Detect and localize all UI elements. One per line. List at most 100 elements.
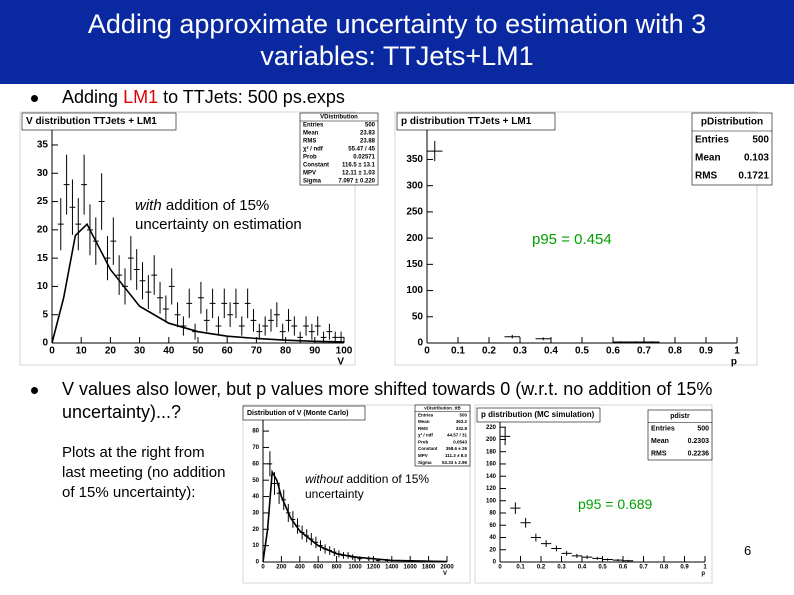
x-tick-label: 20: [105, 346, 117, 357]
stats-value: 500: [459, 412, 467, 417]
x-tick-label: 100: [336, 346, 353, 357]
error-bar-point: [203, 309, 210, 332]
y-tick-label: 120: [486, 486, 497, 492]
error-bar-point: [571, 553, 582, 558]
x-tick-label: 1: [703, 564, 707, 570]
stats-label: Entries: [418, 412, 434, 417]
stats-value: 0.2303: [688, 438, 710, 445]
x-tick-label: 0.5: [575, 346, 589, 357]
x-tick-label: 0.3: [513, 346, 527, 357]
x-tick-label: 0.1: [451, 346, 465, 357]
stats-label: Prob: [303, 155, 317, 161]
y-tick-label: 0: [493, 560, 497, 566]
error-bar-point: [162, 295, 169, 323]
error-bar-point: [63, 154, 70, 215]
error-bar-point: [168, 268, 175, 305]
stats-label: Mean: [651, 438, 669, 445]
plot-title-box: [21, 112, 177, 131]
x-tick-label: 200: [276, 564, 287, 570]
error-bar-point: [500, 427, 511, 446]
side-note: Plots at the right from last meeting (no…: [62, 444, 226, 501]
error-bar-point: [314, 316, 321, 336]
x-axis-label: V: [443, 571, 447, 577]
error-bar-point: [427, 141, 443, 162]
error-bar-point: [267, 451, 273, 477]
x-tick-label: 1800: [422, 564, 436, 570]
x-tick-label: 0.8: [668, 346, 682, 357]
plot-frame: [394, 111, 758, 366]
y-tick-label: 35: [37, 140, 49, 151]
x-tick-label: 800: [332, 564, 343, 570]
plot-title: V distribution TTJets + LM1: [26, 116, 157, 127]
annotation-text: without: [305, 472, 344, 486]
y-tick-label: 350: [406, 154, 423, 165]
x-tick-label: 0.9: [699, 346, 713, 357]
x-tick-label: 0.7: [639, 564, 648, 570]
error-bar-point: [238, 316, 245, 336]
stats-value: 23.88: [360, 139, 376, 145]
stats-value: 500: [697, 426, 709, 433]
stats-value: 55.47 / 45: [348, 147, 375, 153]
x-tick-label: 0.3: [557, 564, 566, 570]
stats-label: Prob: [418, 439, 429, 444]
fit-curve: [262, 469, 448, 563]
error-bar-point: [116, 255, 123, 295]
x-tick-label: 0.7: [637, 346, 651, 357]
y-tick-label: 160: [486, 462, 497, 468]
x-tick-label: 1600: [404, 564, 418, 570]
bullet-dot: [31, 95, 38, 102]
error-bar-point: [592, 556, 603, 560]
page-number: 6: [744, 543, 752, 558]
highlight: LM1: [123, 87, 159, 107]
stats-label: χ² / ndf: [418, 433, 433, 438]
x-tick-label: 0: [498, 564, 502, 570]
plot: 0 0.1 0.2 0.3 0.4 0.5 0.6 0.7 0.8 0.9 1 0 50 100 150 20…: [394, 111, 773, 368]
y-tick-label: 50: [252, 478, 259, 484]
error-bar-point: [151, 255, 158, 295]
plot-title: p distribution TTJets + LM1: [401, 116, 532, 127]
error-bar-point: [81, 154, 88, 215]
error-bar-point: [326, 323, 333, 340]
x-tick-label: 1200: [367, 564, 381, 570]
error-bar-point: [69, 179, 76, 235]
error-bar-point: [303, 316, 309, 336]
stats-title: pdistr: [670, 413, 690, 420]
y-tick-label: 80: [489, 511, 496, 517]
error-bar-point: [285, 309, 292, 332]
stats-label: RMS: [303, 139, 316, 145]
stats-value: 332.8: [456, 426, 468, 431]
stats-label: Entries: [651, 426, 675, 433]
error-bar-point: [535, 337, 551, 341]
plot-annotation: with addition of 15% uncertainty on esti…: [135, 196, 345, 234]
annotation-text: addition of 15% uncertainty on estimatio…: [135, 197, 302, 233]
stats-box: [414, 404, 471, 467]
error-bar-point: [308, 323, 315, 340]
stats-title: vDistribution_ttB: [424, 406, 461, 411]
error-bar-point: [221, 288, 228, 319]
error-bar-point: [504, 334, 520, 339]
y-tick-label: 60: [489, 523, 496, 529]
stats-label: Mean: [418, 419, 430, 424]
error-bar-point: [227, 302, 234, 328]
x-tick-label: 0.8: [660, 564, 669, 570]
y-tick-label: 300: [406, 180, 423, 191]
x-axis-label: V: [337, 357, 344, 368]
x-tick-label: 0: [49, 346, 55, 357]
x-tick-label: 50: [192, 346, 204, 357]
error-bar-point: [602, 558, 613, 561]
y-tick-label: 30: [252, 510, 259, 516]
error-bar-point: [250, 309, 257, 332]
error-bar-point: [139, 262, 146, 300]
error-bar-point: [561, 551, 572, 556]
x-tick-label: 1400: [385, 564, 399, 570]
x-tick-label: 1000: [348, 564, 362, 570]
x-tick-label: 600: [313, 564, 324, 570]
error-bar-point: [279, 323, 286, 340]
stats-value: 0.1721: [738, 171, 769, 182]
y-tick-label: 70: [252, 445, 259, 451]
y-tick-label: 5: [42, 309, 48, 320]
bullet-dot: [31, 387, 38, 394]
error-bar-point: [268, 309, 274, 332]
error-bar-point: [520, 517, 531, 528]
